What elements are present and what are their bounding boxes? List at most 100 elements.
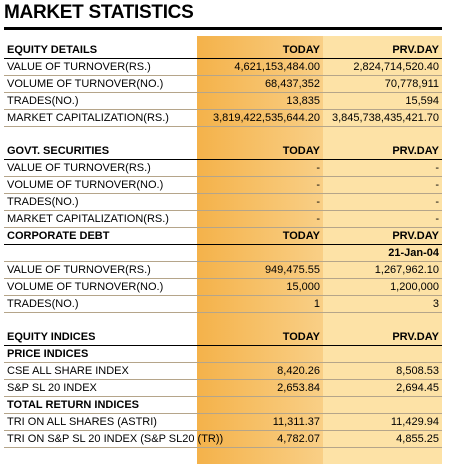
table-cell: 4,621,153,484.00	[197, 58, 323, 76]
table-cell: 3,845,738,435,421.70	[323, 109, 442, 127]
table-cell: -	[197, 176, 323, 194]
table-cell: 1,200,000	[323, 278, 442, 296]
date-label: 21-Jan-04	[323, 244, 442, 262]
table-row	[4, 127, 442, 144]
table-cell: CSE ALL SHARE INDEX	[4, 362, 197, 380]
table-cell: 2,694.45	[323, 379, 442, 397]
table-cell: TRADES(NO.)	[4, 295, 197, 313]
section-header: TODAY	[197, 329, 323, 346]
table-cell: 15,594	[323, 92, 442, 110]
table-cell: VOLUME OF TURNOVER(NO.)	[4, 176, 197, 194]
section-header: EQUITY INDICES	[4, 329, 197, 346]
table-cell: 8,420.26	[197, 362, 323, 380]
table-row: TRADES(NO.) - -	[4, 193, 442, 211]
table-row: CORPORATE DEBT TODAY PRV.DAY	[4, 227, 442, 245]
table-cell: -	[197, 159, 323, 177]
table-cell: 2,653.84	[197, 379, 323, 397]
stats-table: EQUITY DETAILS TODAY PRV.DAY VALUE OF TURNO…	[4, 42, 442, 448]
table-row: CSE ALL SHARE INDEX 8,420.26 8,508.53	[4, 362, 442, 380]
table-cell: -	[197, 193, 323, 211]
table-row: MARKET CAPITALIZATION(RS.) - -	[4, 210, 442, 228]
section-header: PRV.DAY	[323, 329, 442, 346]
table-row: TOTAL RETURN INDICES	[4, 396, 442, 414]
table-cell: 1	[197, 295, 323, 313]
empty-cell	[4, 244, 197, 262]
section-header: TODAY	[197, 227, 323, 245]
spacer-cell	[197, 313, 323, 330]
empty-cell	[197, 244, 323, 262]
table-row: TRI ON ALL SHARES (ASTRI) 11,311.37 11,429…	[4, 413, 442, 431]
table-cell: 11,311.37	[197, 413, 323, 431]
table-row: TRI ON S&P SL 20 INDEX (S&P SL20 (TR)) 4,…	[4, 430, 442, 448]
section-header: CORPORATE DEBT	[4, 227, 197, 245]
table-cell: 3	[323, 295, 442, 313]
section-header: PRV.DAY	[323, 42, 442, 59]
table-cell: MARKET CAPITALIZATION(RS.)	[4, 210, 197, 228]
table-row: VOLUME OF TURNOVER(NO.) 15,000 1,200,000	[4, 278, 442, 296]
table-cell: VALUE OF TURNOVER(RS.)	[4, 159, 197, 177]
table-cell: VALUE OF TURNOVER(RS.)	[4, 261, 197, 279]
table-row: S&P SL 20 INDEX 2,653.84 2,694.45	[4, 379, 442, 397]
section-header: GOVT. SECURITIES	[4, 143, 197, 160]
section-header: PRV.DAY	[323, 227, 442, 245]
title: MARKET STATISTICS	[4, 2, 194, 23]
table-cell: 949,475.55	[197, 261, 323, 279]
table-row: VALUE OF TURNOVER(RS.) 4,621,153,484.00 2,…	[4, 58, 442, 76]
section-header: TODAY	[197, 143, 323, 160]
subheading	[197, 396, 323, 414]
table-cell: -	[323, 193, 442, 211]
section-header: EQUITY DETAILS	[4, 42, 197, 59]
table-cell: S&P SL 20 INDEX	[4, 379, 197, 397]
table-cell: TRI ON ALL SHARES (ASTRI)	[4, 413, 197, 431]
table-cell: 15,000	[197, 278, 323, 296]
subheading: PRICE INDICES	[4, 345, 197, 363]
table-row: VOLUME OF TURNOVER(NO.) 68,437,352 70,778,…	[4, 75, 442, 93]
table-cell: 4,855.25	[323, 430, 442, 448]
table-row: EQUITY INDICES TODAY PRV.DAY	[4, 329, 442, 346]
table-cell: TRADES(NO.)	[4, 193, 197, 211]
table-row: PRICE INDICES	[4, 345, 442, 363]
table-cell: -	[323, 210, 442, 228]
table-cell: -	[323, 159, 442, 177]
table-cell: MARKET CAPITALIZATION(RS.)	[4, 109, 197, 127]
table-cell: -	[197, 210, 323, 228]
spacer-cell	[4, 127, 197, 144]
table-row: 21-Jan-04	[4, 244, 442, 262]
table-cell: VOLUME OF TURNOVER(NO.)	[4, 75, 197, 93]
spacer-cell	[323, 313, 442, 330]
table-cell: 8,508.53	[323, 362, 442, 380]
spacer-cell	[323, 127, 442, 144]
table-cell: 70,778,911	[323, 75, 442, 93]
table-cell: 4,782.07	[197, 430, 323, 448]
table-cell: 3,819,422,535,644.20	[197, 109, 323, 127]
spacer-cell	[4, 313, 197, 330]
subheading	[323, 345, 442, 363]
table-row	[4, 313, 442, 330]
table-row: EQUITY DETAILS TODAY PRV.DAY	[4, 42, 442, 59]
table-cell: VALUE OF TURNOVER(RS.)	[4, 58, 197, 76]
table-cell: -	[323, 176, 442, 194]
table-cell: 1,267,962.10	[323, 261, 442, 279]
spacer-cell	[197, 127, 323, 144]
subheading	[197, 345, 323, 363]
title-rule	[4, 27, 442, 30]
table-row: VALUE OF TURNOVER(RS.) 949,475.55 1,267,96…	[4, 261, 442, 279]
subheading	[323, 396, 442, 414]
table-cell: TRI ON S&P SL 20 INDEX (S&P SL20 (TR))	[4, 430, 223, 448]
table-cell: TRADES(NO.)	[4, 92, 197, 110]
table-cell: 2,824,714,520.40	[323, 58, 442, 76]
table-row: VALUE OF TURNOVER(RS.) - -	[4, 159, 442, 177]
section-header: PRV.DAY	[323, 143, 442, 160]
table-cell: 11,429.94	[323, 413, 442, 431]
table-row: VOLUME OF TURNOVER(NO.) - -	[4, 176, 442, 194]
table-row: TRADES(NO.) 13,835 15,594	[4, 92, 442, 110]
table-row: TRADES(NO.) 1 3	[4, 295, 442, 313]
table-cell: 13,835	[197, 92, 323, 110]
table-cell: VOLUME OF TURNOVER(NO.)	[4, 278, 197, 296]
section-header: TODAY	[197, 42, 323, 59]
subheading: TOTAL RETURN INDICES	[4, 396, 197, 414]
table-row: GOVT. SECURITIES TODAY PRV.DAY	[4, 143, 442, 160]
table-row: MARKET CAPITALIZATION(RS.) 3,819,422,535,…	[4, 109, 442, 127]
table-cell: 68,437,352	[197, 75, 323, 93]
